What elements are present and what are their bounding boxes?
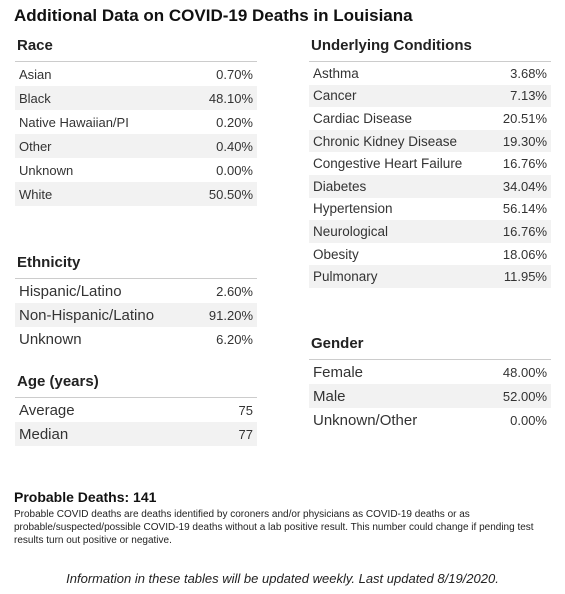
row-value: 75 <box>238 402 253 418</box>
row-label: Chronic Kidney Disease <box>313 133 458 149</box>
table-row: Diabetes 34.04% <box>309 174 551 198</box>
row-value: 48.10% <box>208 90 253 106</box>
data-table: Hispanic/Latino 2.60% Non-Hispanic/Latino 9… <box>15 278 257 351</box>
row-label: Black <box>19 90 51 106</box>
table-row: Unknown/Other 0.00% <box>309 408 551 432</box>
row-label: Obesity <box>313 246 359 262</box>
table-row: White 50.50% <box>15 182 257 206</box>
section-heading: Age (years) <box>17 373 99 390</box>
table-row: Median 77 <box>15 422 257 446</box>
row-label: Asthma <box>313 65 359 81</box>
table-row: Congestive Heart Failure 16.76% <box>309 152 551 175</box>
table-row: Non-Hispanic/Latino 91.20% <box>15 303 257 327</box>
row-label: Non-Hispanic/Latino <box>19 306 155 324</box>
row-label: Female <box>313 363 364 381</box>
row-label: Native Hawaiian/PI <box>19 114 129 130</box>
row-value: 0.20% <box>216 114 253 130</box>
row-value: 56.14% <box>502 201 547 217</box>
row-label: Unknown <box>19 162 74 178</box>
row-label: Median <box>19 425 69 443</box>
footer: Information in these tables will be upda… <box>66 571 499 586</box>
table-row: Hispanic/Latino 2.60% <box>15 279 257 303</box>
row-label: Male <box>313 387 346 405</box>
data-table: Female 48.00% Male 52.00% Unknown/Other 0.00% <box>309 359 551 432</box>
table-row: Unknown 0.00% <box>15 158 257 182</box>
table-row: Female 48.00% <box>309 360 551 384</box>
table-row: Male 52.00% <box>309 384 551 408</box>
data-table: Average 75 Median 77 <box>15 397 257 446</box>
row-label: Pulmonary <box>313 269 378 285</box>
row-value: 16.76% <box>502 156 547 172</box>
row-value: 0.70% <box>216 66 253 82</box>
data-table: Asthma 3.68% Cancer 7.13% Cardiac Disease 20.… <box>309 61 551 288</box>
table-row: Cancer 7.13% <box>309 84 551 108</box>
section-heading: Underlying Conditions <box>311 37 472 54</box>
row-value: 7.13% <box>510 88 547 104</box>
row-value: 11.95% <box>503 269 547 285</box>
row-label: White <box>19 186 53 202</box>
row-value: 52.00% <box>502 388 547 404</box>
row-value: 20.51% <box>502 110 547 126</box>
table-row: Average 75 <box>15 398 257 422</box>
table-row: Cardiac Disease 20.51% <box>309 107 551 130</box>
row-value: 0.00% <box>216 162 253 178</box>
table-row: Neurological 16.76% <box>309 220 551 243</box>
table-row: Hypertension 56.14% <box>309 198 551 221</box>
row-label: Cancer <box>313 88 357 104</box>
row-value: 6.20% <box>216 331 253 347</box>
section-heading: Race <box>17 37 53 54</box>
row-value: 19.30% <box>502 133 547 149</box>
row-label: Neurological <box>313 223 389 239</box>
note: Probable COVID deaths are deaths identif… <box>14 509 534 546</box>
row-label: Hypertension <box>313 201 393 217</box>
row-label: Average <box>19 401 75 419</box>
row-value: 0.40% <box>216 138 253 154</box>
probable-deaths: Probable Deaths: 141 <box>14 489 157 505</box>
row-label: Cardiac Disease <box>313 110 413 126</box>
row-label: Asian <box>19 66 52 82</box>
row-value: 48.00% <box>502 364 547 380</box>
table-row: Chronic Kidney Disease 19.30% <box>309 129 551 153</box>
table-row: Native Hawaiian/PI 0.20% <box>15 110 257 134</box>
row-value: 34.04% <box>502 178 547 194</box>
row-label: Hispanic/Latino <box>19 282 122 300</box>
row-label: Other <box>19 138 52 154</box>
row-label: Unknown/Other <box>313 411 418 429</box>
row-value: 3.68% <box>510 65 547 81</box>
row-value: 91.20% <box>208 307 253 323</box>
table-row: Asthma 3.68% <box>309 62 551 85</box>
row-value: 2.60% <box>216 283 253 299</box>
table-row: Black 48.10% <box>15 86 257 110</box>
row-value: 0.00% <box>510 412 547 428</box>
table-row: Pulmonary 11.95% <box>309 265 551 288</box>
data-table: Asian 0.70% Black 48.10% Native Hawaiian/PI 0… <box>15 61 257 206</box>
table-row: Other 0.40% <box>15 134 257 158</box>
section-heading: Ethnicity <box>17 254 81 271</box>
row-value: 77 <box>238 426 253 442</box>
table-row: Asian 0.70% <box>15 62 257 86</box>
row-label: Congestive Heart Failure <box>313 156 463 172</box>
table-row: Unknown 6.20% <box>15 327 257 351</box>
row-label: Unknown <box>19 330 82 348</box>
row-value: 18.06% <box>502 246 547 262</box>
table-row: Obesity 18.06% <box>309 243 551 266</box>
row-value: 16.76% <box>502 223 547 239</box>
section-heading: Gender <box>311 335 364 352</box>
row-value: 50.50% <box>208 186 253 202</box>
page-title: Additional Data on COVID-19 Deaths in Lo… <box>14 6 413 25</box>
row-label: Diabetes <box>313 178 367 194</box>
